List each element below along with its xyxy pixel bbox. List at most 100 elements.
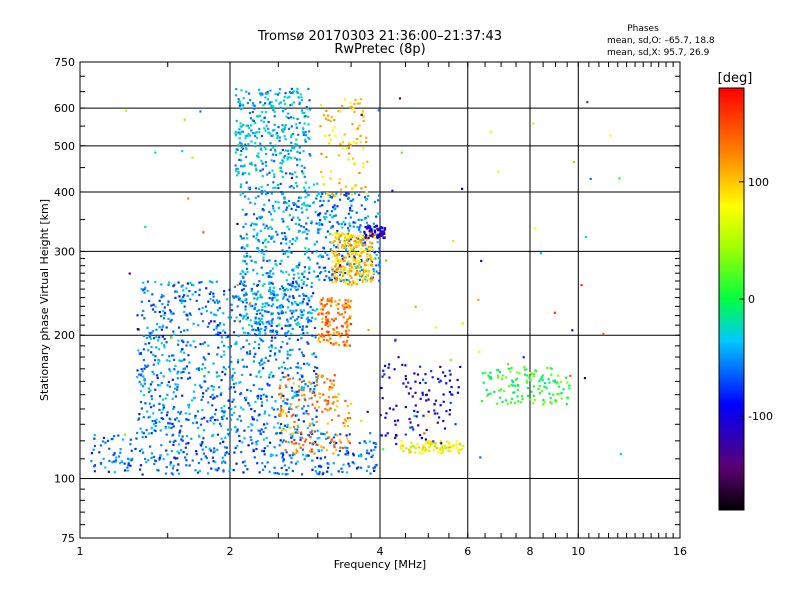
data-point — [377, 233, 380, 236]
data-point — [361, 243, 364, 246]
data-point — [254, 329, 257, 332]
data-point — [173, 358, 176, 361]
data-point — [514, 378, 518, 381]
data-point — [360, 113, 363, 116]
data-point — [231, 374, 234, 377]
data-point — [194, 469, 197, 472]
data-point — [259, 363, 262, 367]
data-point — [356, 127, 360, 130]
data-point — [371, 276, 374, 280]
data-point — [232, 386, 236, 389]
data-point — [348, 255, 351, 258]
data-point — [449, 450, 452, 453]
data-point — [298, 443, 301, 446]
data-point — [361, 280, 364, 284]
data-point — [251, 132, 255, 135]
data-point — [311, 251, 314, 254]
data-point — [341, 104, 344, 107]
data-point — [325, 431, 329, 434]
data-point — [307, 299, 310, 302]
data-point — [244, 143, 247, 146]
data-point — [290, 436, 293, 439]
data-point — [258, 114, 262, 117]
data-point — [333, 118, 336, 122]
data-point — [276, 431, 279, 435]
data-point — [151, 293, 154, 296]
data-point — [350, 248, 353, 251]
data-point — [305, 455, 308, 458]
data-point — [291, 435, 294, 438]
data-point — [220, 355, 223, 358]
data-point — [335, 259, 338, 262]
data-point — [140, 407, 144, 410]
data-point — [386, 432, 389, 435]
data-point — [297, 398, 301, 401]
data-point — [330, 116, 333, 119]
data-point — [302, 362, 306, 366]
data-point — [332, 319, 335, 322]
data-point — [242, 123, 245, 127]
data-point — [448, 441, 451, 444]
data-point — [497, 170, 500, 173]
data-point — [292, 296, 295, 300]
data-point — [129, 464, 132, 467]
data-point — [328, 134, 331, 137]
x-tick-label: 16 — [673, 545, 687, 558]
data-point — [228, 365, 231, 368]
data-point — [248, 92, 251, 95]
data-point — [162, 295, 165, 298]
data-point — [260, 134, 264, 138]
y-axis-label: Stationary phase Virtual Height [km] — [38, 199, 51, 401]
data-point — [345, 238, 348, 241]
data-point — [309, 442, 312, 445]
data-point — [221, 410, 224, 413]
data-point — [242, 345, 245, 349]
data-point — [355, 259, 358, 262]
data-point — [422, 445, 425, 448]
data-point — [320, 432, 323, 435]
data-point — [223, 290, 226, 293]
data-point — [381, 375, 384, 378]
data-point — [147, 387, 150, 390]
data-point — [356, 259, 359, 262]
data-point — [216, 433, 220, 436]
data-point — [367, 452, 370, 455]
data-point — [301, 111, 304, 114]
data-point — [274, 200, 277, 203]
data-point — [338, 182, 341, 185]
data-point — [416, 410, 419, 414]
data-point — [344, 302, 347, 305]
data-point — [285, 279, 288, 282]
data-point — [242, 97, 245, 100]
data-point — [443, 444, 447, 447]
data-point — [424, 450, 428, 453]
data-point — [286, 331, 289, 334]
data-point — [308, 258, 311, 261]
colorbar-tick-label: 100 — [748, 176, 769, 189]
data-point — [171, 378, 174, 381]
data-point — [181, 348, 184, 351]
data-point — [191, 156, 194, 159]
data-point — [329, 333, 332, 337]
data-point — [532, 122, 535, 125]
data-point — [181, 359, 184, 362]
data-point — [235, 430, 238, 433]
data-point — [239, 193, 242, 196]
data-point — [319, 465, 323, 468]
data-point — [384, 434, 387, 437]
data-point — [229, 316, 233, 319]
data-point — [321, 333, 324, 336]
data-point — [187, 418, 190, 421]
data-point — [186, 318, 189, 321]
data-point — [342, 256, 346, 259]
data-point — [414, 391, 417, 394]
data-point — [365, 258, 368, 261]
data-point — [300, 96, 303, 99]
data-point — [233, 319, 236, 323]
data-point — [409, 426, 412, 429]
data-point — [184, 456, 187, 459]
data-point — [246, 316, 250, 319]
data-point — [345, 306, 349, 309]
data-point — [187, 354, 190, 357]
